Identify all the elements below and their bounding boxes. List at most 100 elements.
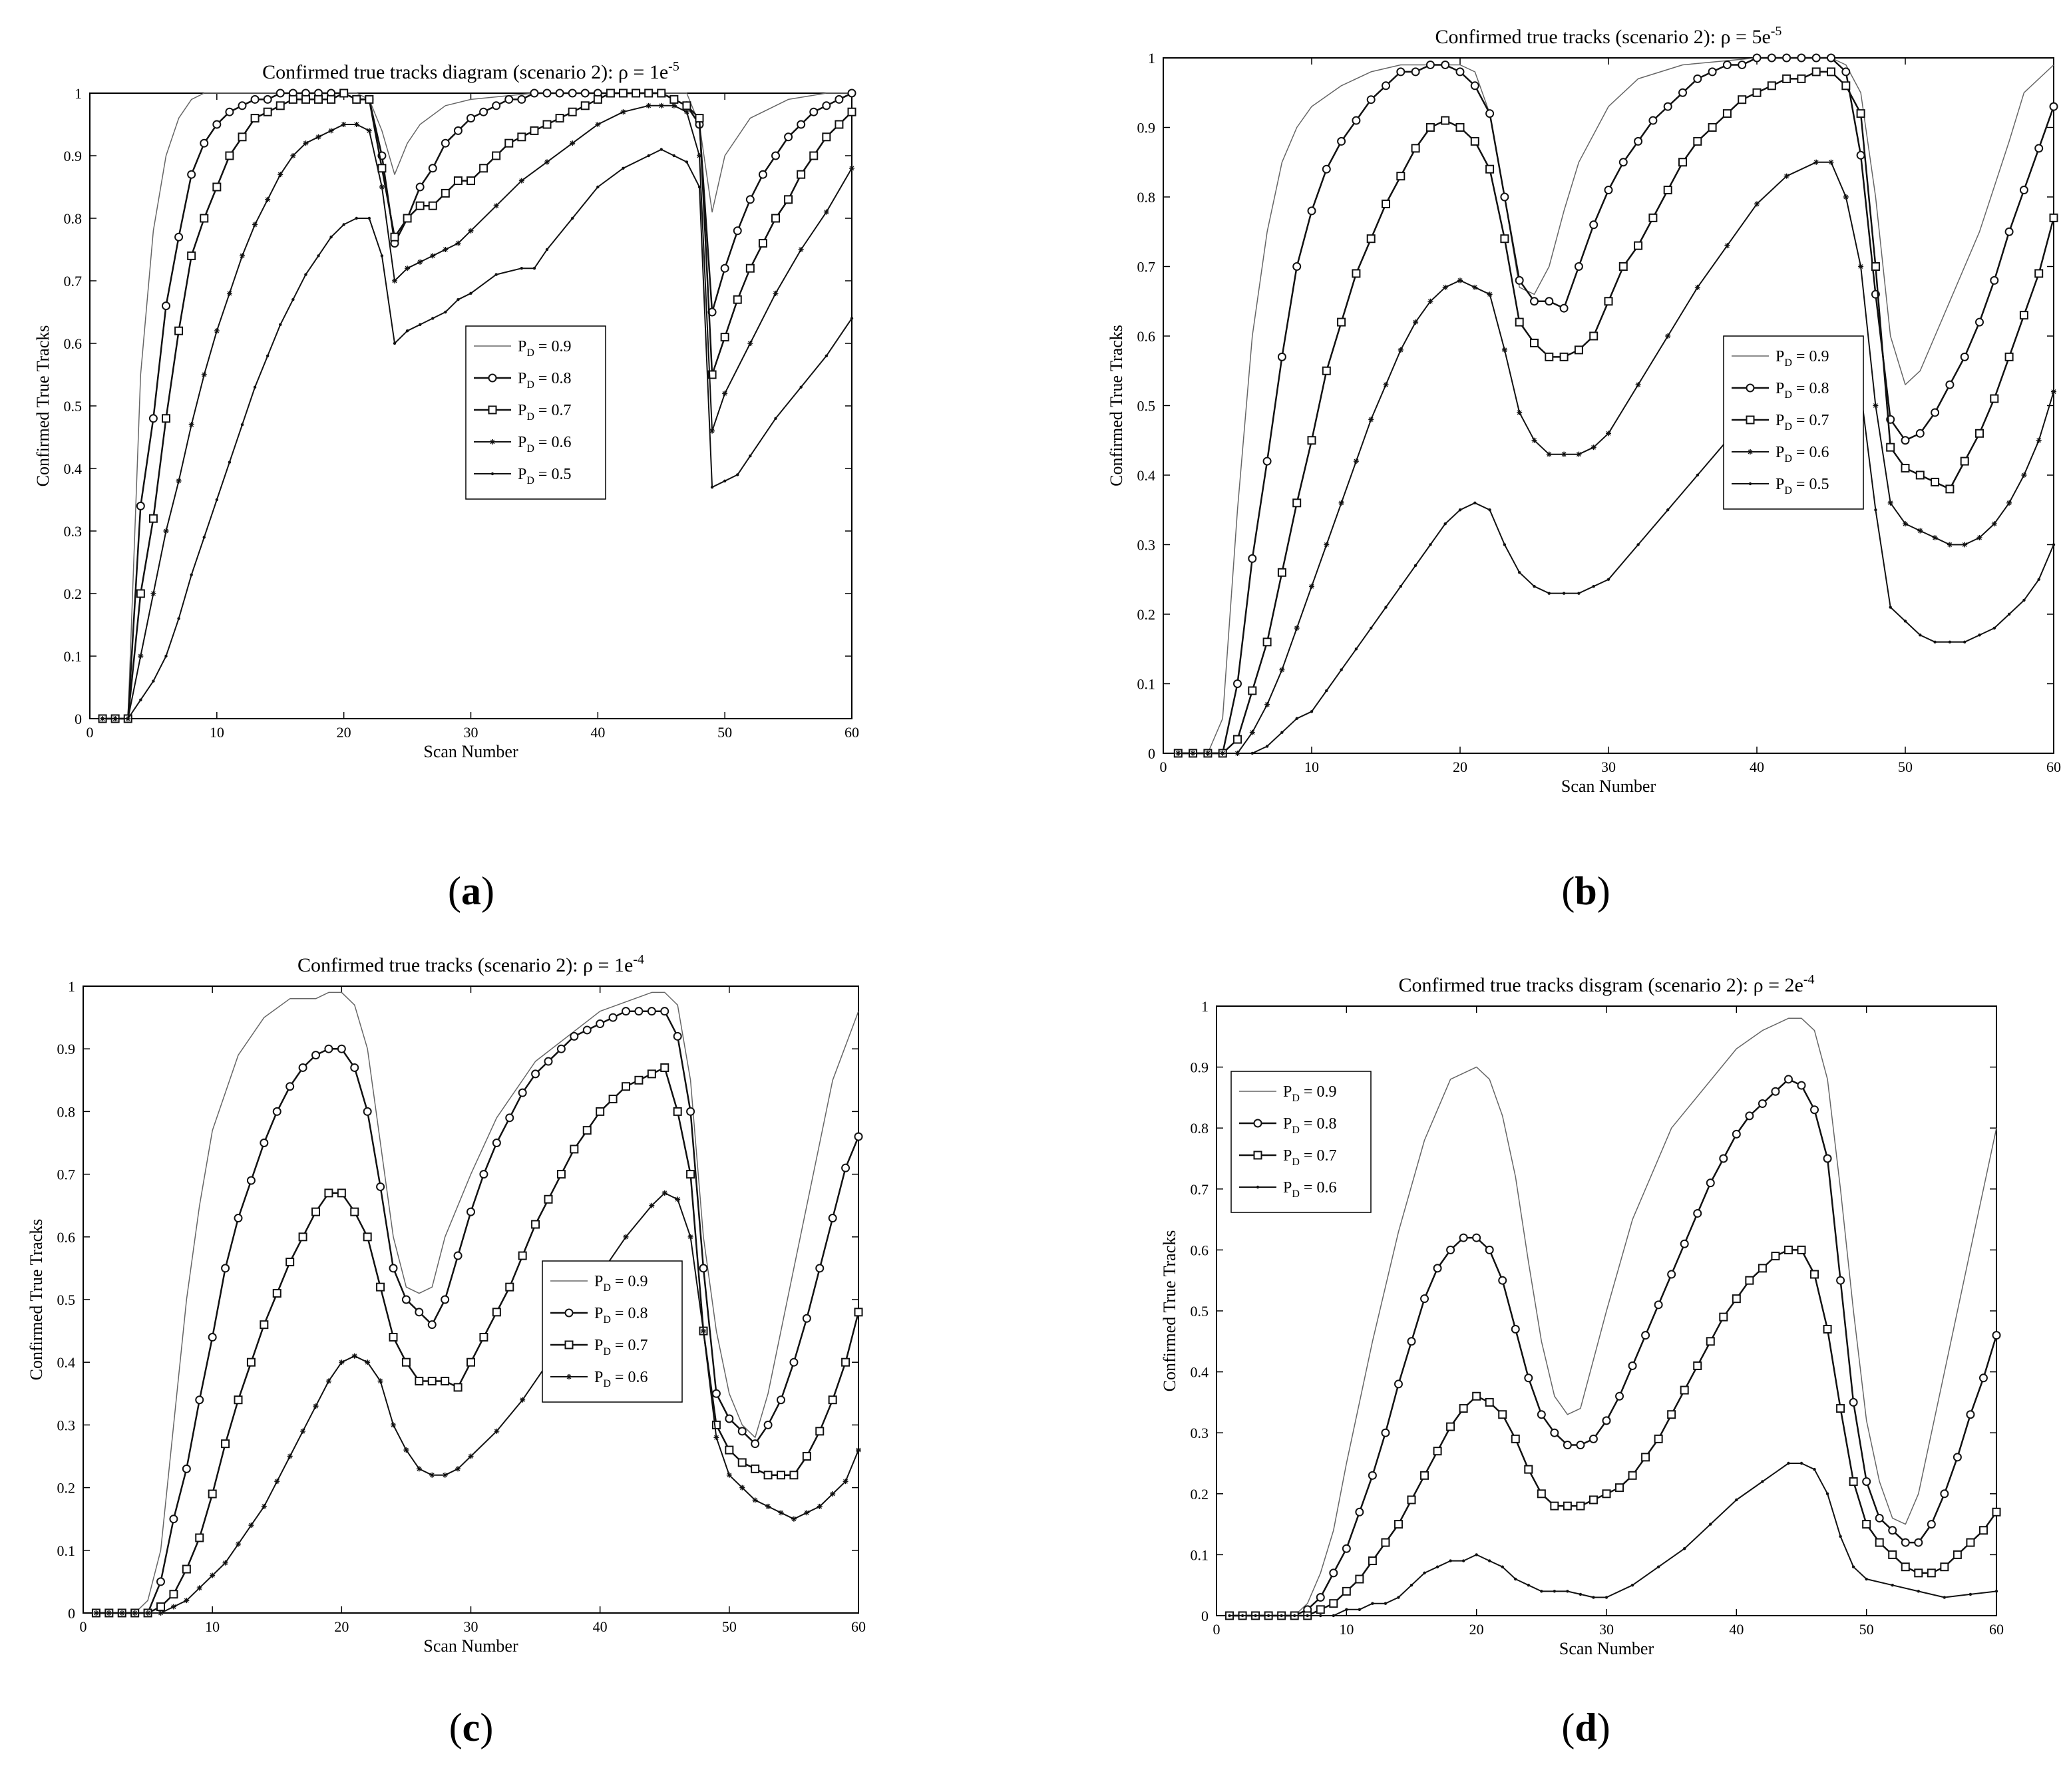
x-axis-label: Scan Number <box>423 1636 518 1656</box>
data-point <box>174 326 184 335</box>
data-point <box>843 1479 848 1485</box>
data-point <box>455 1466 461 1472</box>
data-point <box>492 1308 501 1317</box>
data-point <box>1413 319 1419 325</box>
x-tick-label: 40 <box>1750 759 1764 775</box>
data-point <box>1566 1590 1569 1593</box>
data-point <box>745 195 755 204</box>
y-tick-label: 0.4 <box>64 460 83 477</box>
data-point <box>1470 136 1479 146</box>
legend: PD = 0.9PD = 0.8PD = 0.7PD = 0.6PD = 0.5 <box>1723 335 1864 510</box>
data-point <box>200 138 209 148</box>
chart-d: Confirmed true tracks disgram (scenario … <box>1160 972 2004 1658</box>
data-point <box>675 1196 681 1202</box>
y-tick-label: 0.5 <box>1137 398 1156 415</box>
data-point <box>405 266 411 271</box>
data-point <box>494 1428 500 1434</box>
data-point <box>763 1420 773 1429</box>
data-point <box>828 1395 837 1405</box>
data-point <box>1843 194 1849 200</box>
data-point <box>272 1289 282 1298</box>
data-point <box>815 1264 825 1273</box>
data-point <box>733 295 742 304</box>
data-point <box>682 101 691 110</box>
y-tick-label: 0.5 <box>1191 1303 1209 1320</box>
data-point <box>657 89 666 98</box>
data-point <box>798 247 804 252</box>
data-point <box>809 151 819 160</box>
data-point <box>1316 1593 1325 1602</box>
y-tick-label: 0.6 <box>1191 1242 1209 1258</box>
data-point <box>236 1541 241 1547</box>
series-line <box>1229 1078 1998 1617</box>
data-point <box>1991 521 1997 527</box>
data-point <box>1708 123 1717 132</box>
data-point <box>300 1428 306 1434</box>
data-point <box>2021 472 2027 478</box>
y-tick-label: 0.9 <box>1191 1059 1209 1076</box>
data-point <box>1797 53 1806 63</box>
legend-item: PD = 0.7 <box>1239 1147 1336 1168</box>
data-point <box>148 414 158 423</box>
data-point <box>1978 1526 1988 1535</box>
data-point <box>695 114 704 123</box>
data-point <box>339 89 349 98</box>
data-point <box>169 1590 178 1599</box>
data-point <box>1875 1513 1884 1523</box>
data-point <box>555 89 564 98</box>
data-point <box>1443 522 1447 526</box>
data-point <box>647 1069 656 1079</box>
data-point <box>376 1282 385 1292</box>
data-point <box>379 184 385 190</box>
data-point <box>758 239 767 248</box>
x-tick-label: 30 <box>464 724 478 741</box>
data-point <box>835 94 844 104</box>
data-point <box>1634 241 1643 250</box>
y-tick-label: 0 <box>68 1605 75 1622</box>
y-tick-label: 0.6 <box>57 1229 76 1246</box>
data-point <box>1663 186 1672 195</box>
data-point <box>285 1082 295 1091</box>
data-point <box>622 166 625 170</box>
data-point <box>1591 445 1596 450</box>
data-point <box>377 1378 383 1384</box>
data-point <box>443 247 449 252</box>
series-line <box>1178 57 2054 754</box>
data-point <box>1307 436 1316 445</box>
data-point <box>479 164 488 173</box>
data-point <box>1827 67 1835 77</box>
data-point <box>201 372 207 377</box>
data-point <box>287 1453 293 1459</box>
data-point <box>1248 686 1257 695</box>
data-point <box>1420 1471 1429 1480</box>
series-line <box>1178 71 2055 755</box>
data-point <box>428 201 437 210</box>
data-point <box>1485 109 1495 118</box>
data-point <box>725 1445 734 1455</box>
x-tick-label: 10 <box>1304 759 1319 775</box>
data-point <box>126 717 130 721</box>
data-point <box>1319 1614 1322 1618</box>
data-point <box>1459 1404 1468 1413</box>
data-point <box>353 122 359 127</box>
data-point <box>1394 1520 1403 1529</box>
series-07 <box>91 1063 863 1618</box>
x-tick-label: 0 <box>1160 759 1167 775</box>
data-point <box>1738 95 1747 104</box>
data-point <box>545 248 549 252</box>
data-point <box>1888 1550 1897 1559</box>
data-point <box>417 259 423 265</box>
data-point <box>93 1610 99 1616</box>
data-point <box>1248 554 1257 563</box>
data-point <box>492 101 501 110</box>
data-point <box>1533 585 1536 588</box>
data-point <box>1865 1577 1868 1581</box>
data-point <box>1559 303 1569 313</box>
data-point <box>1693 1208 1702 1218</box>
data-point <box>1931 477 1940 486</box>
data-point <box>152 679 155 683</box>
y-tick-label: 1 <box>68 978 75 995</box>
legend-item: PD = 0.7 <box>1732 412 1829 433</box>
data-point <box>1441 60 1450 69</box>
data-point <box>1472 1233 1481 1242</box>
